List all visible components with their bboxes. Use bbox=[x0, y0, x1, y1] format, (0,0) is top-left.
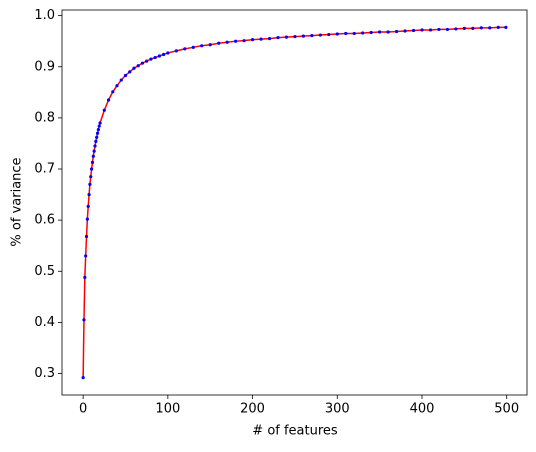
point bbox=[96, 128, 100, 132]
y-tick-label: 0.3 bbox=[34, 366, 55, 381]
point bbox=[208, 43, 212, 47]
point bbox=[259, 37, 263, 41]
point bbox=[83, 275, 87, 280]
point bbox=[284, 35, 289, 39]
y-tick-label: 0.5 bbox=[34, 264, 55, 279]
point bbox=[162, 52, 166, 57]
point bbox=[488, 26, 492, 30]
point bbox=[242, 39, 246, 43]
series-line bbox=[82, 26, 506, 378]
y-axis-label: % of variance bbox=[10, 157, 25, 246]
point bbox=[471, 26, 475, 31]
point bbox=[153, 55, 157, 60]
point bbox=[361, 31, 365, 35]
point bbox=[327, 32, 331, 37]
point bbox=[378, 30, 382, 34]
point bbox=[94, 139, 98, 144]
point bbox=[504, 25, 508, 29]
point bbox=[200, 44, 204, 48]
point bbox=[115, 84, 119, 88]
point bbox=[394, 29, 399, 34]
point bbox=[90, 167, 94, 171]
point bbox=[166, 51, 170, 55]
point bbox=[496, 25, 500, 29]
point bbox=[191, 45, 195, 49]
point bbox=[92, 149, 96, 153]
point bbox=[88, 182, 92, 186]
point bbox=[344, 31, 348, 36]
point bbox=[411, 28, 416, 33]
point bbox=[479, 26, 483, 30]
point bbox=[90, 160, 95, 164]
point bbox=[318, 33, 322, 37]
x-tick-label: 0 bbox=[79, 402, 87, 417]
point bbox=[102, 108, 106, 112]
point bbox=[293, 34, 297, 39]
point bbox=[97, 124, 101, 128]
point bbox=[386, 30, 390, 34]
point bbox=[82, 318, 86, 322]
point bbox=[301, 34, 305, 38]
point bbox=[310, 33, 314, 38]
x-tick-label: 500 bbox=[494, 402, 519, 417]
point bbox=[128, 70, 132, 74]
point bbox=[403, 29, 407, 33]
y-tick-label: 1.0 bbox=[34, 8, 55, 23]
point bbox=[462, 26, 466, 31]
point bbox=[369, 30, 373, 35]
point bbox=[87, 192, 91, 197]
y-tick-label: 0.8 bbox=[34, 110, 55, 125]
point bbox=[174, 49, 178, 53]
point bbox=[86, 204, 90, 208]
point bbox=[95, 135, 99, 139]
point bbox=[84, 254, 88, 258]
point bbox=[85, 217, 89, 221]
y-tick-label: 0.6 bbox=[34, 213, 55, 228]
x-tick-label: 300 bbox=[325, 402, 350, 417]
point bbox=[445, 27, 450, 32]
point bbox=[276, 36, 280, 40]
x-tick-label: 400 bbox=[410, 402, 435, 417]
point bbox=[98, 121, 102, 125]
y-tick-label: 0.9 bbox=[34, 59, 55, 74]
point bbox=[234, 39, 238, 43]
point bbox=[157, 54, 161, 58]
point bbox=[119, 78, 123, 82]
point bbox=[454, 27, 458, 31]
plot-frame bbox=[61, 9, 528, 396]
point bbox=[132, 66, 136, 70]
point bbox=[225, 40, 229, 44]
point bbox=[420, 28, 424, 32]
point bbox=[95, 131, 100, 135]
point bbox=[84, 234, 89, 239]
point bbox=[335, 32, 339, 36]
x-tick-label: 200 bbox=[240, 402, 265, 417]
y-tick-label: 0.7 bbox=[34, 162, 55, 177]
point bbox=[93, 144, 97, 148]
point bbox=[91, 154, 95, 158]
point bbox=[106, 98, 111, 102]
point bbox=[428, 28, 433, 32]
point bbox=[89, 175, 93, 179]
point bbox=[149, 57, 153, 61]
y-tick-label: 0.4 bbox=[34, 315, 55, 330]
x-axis-label: # of features bbox=[252, 424, 338, 439]
point bbox=[437, 27, 441, 32]
point bbox=[217, 41, 221, 45]
point bbox=[267, 37, 272, 41]
x-tick-label: 100 bbox=[155, 402, 180, 417]
point bbox=[250, 38, 255, 42]
point bbox=[140, 61, 145, 65]
point bbox=[352, 31, 356, 36]
point bbox=[136, 64, 140, 68]
point bbox=[123, 73, 128, 78]
point bbox=[183, 47, 187, 51]
point bbox=[111, 90, 115, 94]
point bbox=[81, 376, 85, 380]
point bbox=[145, 59, 149, 63]
